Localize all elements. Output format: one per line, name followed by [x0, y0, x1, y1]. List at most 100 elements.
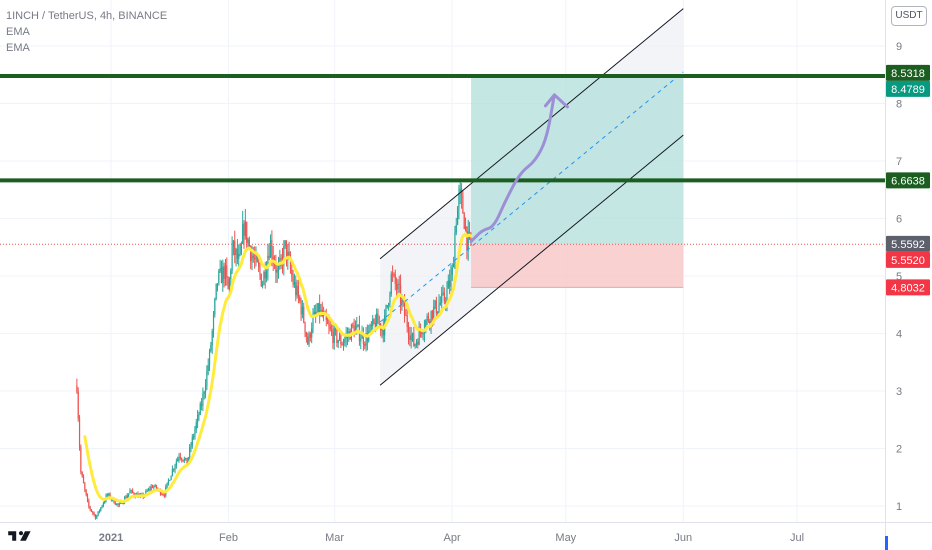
candle-body: [300, 301, 302, 315]
price-label: 8.5318: [891, 68, 925, 80]
forecast-arrow-head[interactable]: [543, 93, 569, 109]
candle-body: [93, 513, 95, 515]
candle-body: [256, 255, 258, 262]
symbol-title[interactable]: 1INCH / TetherUS, 4h, BINANCE: [6, 10, 168, 22]
candle-body: [446, 288, 448, 303]
candle-body: [182, 459, 184, 462]
candle-body: [252, 255, 254, 259]
candle-body: [84, 483, 86, 490]
candle-body: [109, 493, 111, 499]
candle-body: [467, 231, 469, 251]
candle-body: [242, 223, 244, 244]
candle-body: [456, 207, 459, 225]
candle-body: [276, 269, 278, 273]
candle-body: [235, 249, 237, 255]
candle-body: [133, 492, 135, 496]
candle-body: [427, 316, 430, 322]
candle-body: [401, 300, 403, 304]
candle-body: [336, 329, 338, 343]
candle-body: [240, 243, 242, 254]
price-label-box: [886, 64, 930, 81]
candle-body: [132, 490, 134, 493]
profit-zone[interactable]: [471, 75, 684, 245]
candle-body: [275, 265, 277, 273]
price-label-box: [886, 172, 930, 189]
candle-body: [222, 266, 224, 284]
candle-body: [376, 313, 378, 329]
candle-body: [315, 311, 317, 315]
x-tick-label: Mar: [325, 532, 344, 544]
forecast-arrow[interactable]: [469, 93, 569, 243]
candle-body: [391, 274, 394, 276]
candlestick-series: [76, 178, 472, 520]
candle-body: [212, 314, 215, 331]
candle-body: [269, 239, 272, 258]
axis-corner-marker: [885, 536, 888, 550]
candle-body: [453, 263, 455, 268]
candle-body: [98, 510, 101, 512]
candle-body: [373, 319, 375, 323]
candle-body: [313, 311, 315, 316]
candle-body: [185, 457, 187, 459]
candle-body: [214, 298, 216, 315]
candle-body: [166, 482, 168, 488]
candle-body: [442, 292, 444, 295]
candle-body: [238, 253, 240, 259]
candle-body: [458, 193, 460, 208]
price-label: 5.5520: [891, 255, 925, 267]
y-tick-label: 6: [896, 214, 902, 226]
candle-body: [106, 494, 108, 496]
candle-body: [255, 255, 257, 260]
candle-body: [96, 515, 98, 519]
candle-body: [466, 226, 468, 251]
candle-body: [439, 302, 441, 305]
price-label-box: [886, 80, 930, 97]
candle-body: [77, 391, 79, 419]
candle-body: [361, 332, 363, 339]
candle-body: [147, 488, 150, 491]
candle-body: [171, 469, 173, 476]
candle-body: [94, 514, 97, 519]
price-label: 4.8032: [891, 282, 925, 294]
candle-body: [174, 465, 176, 470]
forecast-arrow-shaft[interactable]: [469, 93, 556, 243]
candle-body: [389, 293, 391, 304]
candle-body: [325, 313, 327, 321]
stop-loss-zone[interactable]: [471, 244, 684, 288]
parallel-channel[interactable]: [379, 8, 684, 386]
long-position-tool[interactable]: [471, 75, 684, 288]
horizontal-levels[interactable]: [0, 73, 885, 245]
candle-body: [403, 301, 406, 316]
candle-body: [175, 461, 177, 466]
candle-body: [410, 335, 412, 340]
candle-body: [81, 472, 83, 477]
candle-body: [405, 315, 407, 317]
candle-body: [113, 498, 115, 504]
candle-body: [258, 261, 260, 267]
ema-indicator-2[interactable]: EMA: [6, 42, 30, 54]
candle-body: [369, 324, 371, 332]
currency-unit-button[interactable]: USDT: [891, 6, 927, 26]
candle-body: [244, 221, 246, 236]
candle-body: [337, 340, 339, 343]
candle-body: [92, 511, 94, 514]
tradingview-logo-icon[interactable]: [6, 528, 36, 544]
candle-body: [435, 300, 437, 314]
price-label: 6.6638: [891, 175, 925, 187]
candle-body: [76, 385, 78, 392]
channel-lower-line[interactable]: [379, 134, 684, 386]
chart-legend: 1INCH / TetherUS, 4h, BINANCE EMA EMA: [6, 8, 167, 56]
channel-upper-line[interactable]: [379, 8, 684, 260]
candle-body: [207, 365, 209, 371]
x-tick-label: Apr: [444, 532, 461, 544]
candle-body: [264, 271, 266, 279]
candle-body: [357, 324, 359, 326]
candle-body: [402, 300, 404, 302]
y-tick-label: 5: [896, 271, 902, 283]
candle-body: [353, 325, 355, 335]
channel-median-line[interactable]: [379, 71, 684, 323]
y-tick-label: 9: [896, 41, 902, 53]
candle-body: [108, 493, 110, 495]
ema-indicator-1[interactable]: EMA: [6, 26, 30, 38]
